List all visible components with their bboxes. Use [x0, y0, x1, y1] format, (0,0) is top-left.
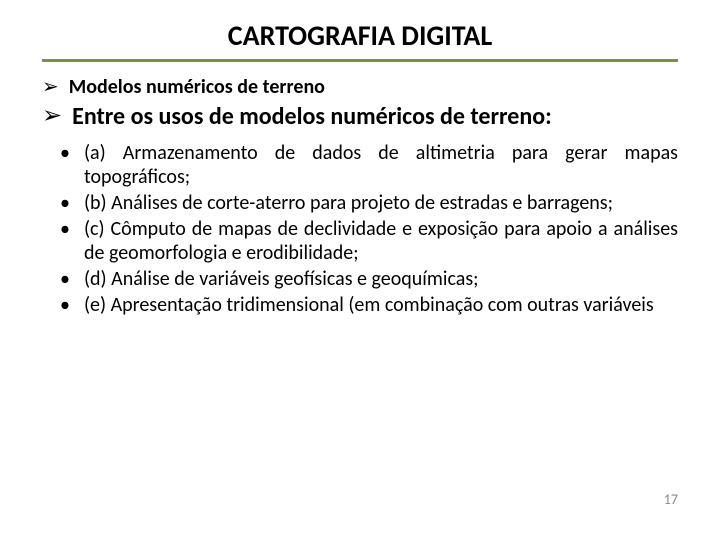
body-list: • (a) Armazenamento de dados de altimetr…: [42, 141, 678, 317]
heading-2: ➢ Entre os usos de modelos numéricos de …: [42, 103, 678, 131]
bullet-icon: •: [60, 217, 70, 241]
list-item: • (c) Cômputo de mapas de declividade e …: [42, 217, 678, 265]
list-item: • (b) Análises de corte-aterro para proj…: [42, 191, 678, 215]
bullet-icon: •: [60, 293, 70, 317]
bullet-icon: •: [60, 191, 70, 215]
list-item-text: (e) Apresentação tridimensional (em comb…: [84, 293, 678, 317]
bullet-icon: •: [60, 141, 70, 165]
list-item: • (e) Apresentação tridimensional (em co…: [42, 293, 678, 317]
arrow-icon: ➢: [42, 76, 59, 98]
bullet-icon: •: [60, 267, 70, 291]
page-title: CARTOGRAFIA DIGITAL: [42, 18, 678, 53]
page-number: 17: [664, 491, 678, 508]
list-item-text: (d) Análise de variáveis geofísicas e ge…: [84, 267, 678, 291]
list-item-text: (a) Armazenamento de dados de altimetria…: [84, 141, 678, 189]
list-item: • (a) Armazenamento de dados de altimetr…: [42, 141, 678, 189]
list-item-text: (c) Cômputo de mapas de declividade e ex…: [84, 217, 678, 265]
heading-1-text: Modelos numéricos de terreno: [69, 76, 325, 99]
arrow-icon: ➢: [42, 103, 62, 129]
title-underline: [42, 59, 678, 62]
slide: CARTOGRAFIA DIGITAL ➢ Modelos numéricos …: [0, 0, 720, 540]
heading-1: ➢ Modelos numéricos de terreno: [42, 76, 678, 99]
list-item: • (d) Análise de variáveis geofísicas e …: [42, 267, 678, 291]
heading-2-text: Entre os usos de modelos numéricos de te…: [72, 103, 552, 131]
list-item-text: (b) Análises de corte-aterro para projet…: [84, 191, 678, 215]
